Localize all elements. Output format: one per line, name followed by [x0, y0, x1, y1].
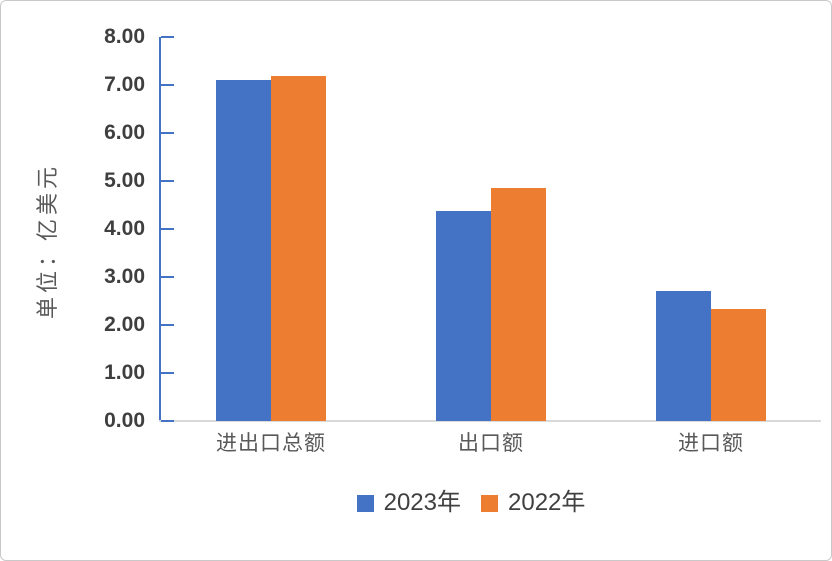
bar-2022-cat0 [271, 76, 326, 421]
x-axis-line [159, 420, 821, 422]
legend-item-2022: 2022年 [481, 487, 585, 519]
y-tick-label: 4.00 [104, 217, 145, 240]
bar-2023-cat0 [216, 80, 271, 421]
bar-2023-cat1 [436, 210, 491, 421]
y-tick-mark [161, 132, 174, 134]
bar-2023-cat2 [656, 290, 711, 421]
bar-2022-cat1 [491, 188, 546, 421]
x-category-label: 进口额 [678, 431, 744, 455]
y-tick-label: 6.00 [104, 121, 145, 144]
bar-2022-cat2 [711, 309, 766, 421]
legend-item-2023: 2023年 [356, 487, 461, 519]
y-tick-label: 3.00 [104, 265, 145, 288]
y-tick-label: 7.00 [104, 73, 145, 96]
y-tick-mark [161, 420, 174, 422]
y-tick-mark [161, 180, 174, 182]
y-tick-mark [161, 84, 174, 86]
y-tick-label: 2.00 [104, 313, 145, 336]
y-tick-label: 8.00 [104, 25, 145, 48]
y-tick-mark [161, 324, 174, 326]
legend: 2023年 2022年 [141, 487, 801, 519]
y-tick-mark [161, 276, 174, 278]
legend-label: 2022年 [508, 489, 586, 516]
y-tick-mark [161, 36, 174, 38]
y-axis-line [159, 37, 161, 421]
legend-swatch [481, 494, 498, 512]
x-category-label: 进出口总额 [216, 431, 326, 455]
y-tick-label: 5.00 [104, 169, 145, 192]
y-tick-mark [161, 228, 174, 230]
x-category-label: 出口额 [458, 431, 524, 455]
legend-swatch [356, 494, 374, 512]
y-tick-label: 0.00 [104, 409, 145, 432]
legend-label: 2023年 [383, 489, 461, 516]
y-tick-mark [161, 372, 174, 374]
y-tick-label: 1.00 [104, 361, 145, 384]
